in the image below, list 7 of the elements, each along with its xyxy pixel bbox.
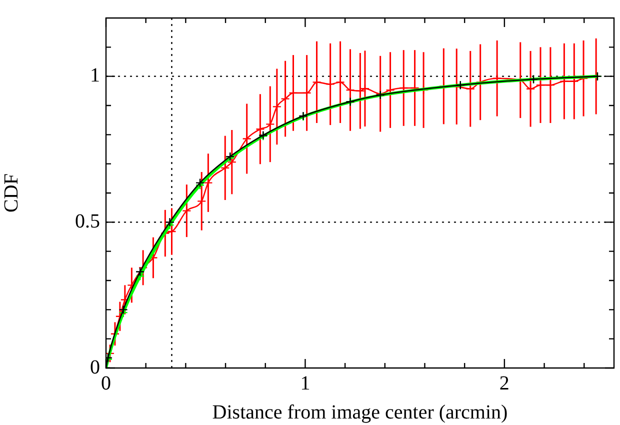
x-axis-title: Distance from image center (arcmin) — [212, 401, 508, 424]
y-axis-title: CDF — [0, 174, 22, 212]
x-tick-label: 2 — [499, 372, 510, 394]
y-tick-label: 1 — [90, 64, 100, 87]
y-tick-label: 0 — [90, 356, 100, 378]
x-tick-label: 1 — [300, 372, 310, 394]
y-tick-label: 0.5 — [75, 210, 100, 232]
